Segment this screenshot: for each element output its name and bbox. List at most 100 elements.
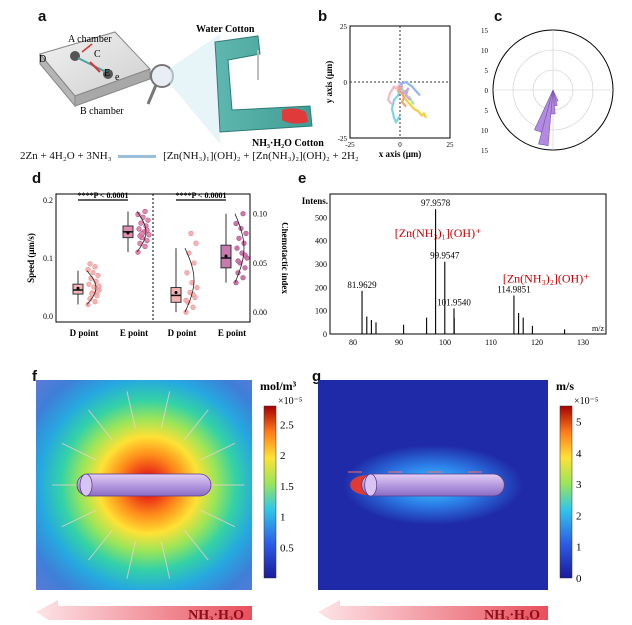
data-point	[96, 283, 102, 289]
colorbar-tick: 3	[576, 479, 582, 491]
colorbar-tick: 1	[280, 512, 286, 524]
colorbar-tick: 0	[576, 573, 582, 585]
arrow-label: NH₃·H₂O	[484, 608, 540, 620]
x-tick-label: 90	[395, 338, 403, 347]
data-point	[184, 270, 190, 276]
data-point	[193, 240, 199, 246]
streamline	[160, 391, 171, 429]
streamline	[184, 409, 209, 440]
sig-label-1: ****P < 0.0001	[77, 191, 128, 200]
data-point	[240, 211, 246, 217]
mean-3	[174, 290, 178, 294]
trajectory-6	[396, 86, 407, 108]
y-tick-label: 25	[340, 23, 348, 31]
y-tick-label: 300	[315, 260, 327, 269]
polar-bar-5	[552, 89, 559, 103]
data-point	[240, 275, 246, 281]
data-point	[235, 258, 241, 264]
chart-b-trajectories: -25 0 25 25 0 -25 x axis (μm) y axis (μm)	[324, 23, 454, 159]
tube-opening	[364, 473, 378, 497]
data-point	[233, 220, 239, 227]
equation-arrow-icon	[118, 154, 157, 158]
tube-opening	[79, 473, 93, 497]
x-tick-label: 0	[398, 141, 402, 149]
chart-d-speed: ****P < 0.0001 ****P < 0.0001 0.0 0.1 0.2 0.0…	[26, 191, 288, 338]
mean-4	[224, 254, 228, 258]
data-point	[146, 232, 152, 238]
streamline	[126, 541, 136, 579]
panel-label-a: a	[38, 8, 47, 25]
streamline	[61, 509, 97, 528]
x-category-label: D point	[168, 328, 197, 338]
peak-label: 101.9540	[437, 297, 471, 307]
chart-f-concentration: 2.5 2 1.5 1 0.5 mol/m³ ×10⁻⁵ NH₃·H₂O	[36, 379, 302, 620]
streamline	[88, 530, 113, 561]
r-tick-label: 5	[485, 107, 489, 115]
data-point	[183, 297, 189, 303]
data-point	[85, 301, 91, 308]
y-tick-label: 400	[315, 237, 327, 246]
y-tick-label: 200	[315, 283, 327, 292]
x-category-label: D point	[70, 328, 99, 338]
peak-label: 81.9629	[347, 280, 377, 290]
colorbar-tick: 2	[280, 450, 286, 462]
x-tick-label: 110	[485, 338, 497, 347]
chart-g-velocity: 5 4 3 2 1 0 m/s×10⁻⁵ NH₃·H₂O	[318, 379, 598, 620]
colorbar-tick: 1.5	[280, 481, 294, 493]
streamline	[184, 530, 209, 561]
magnifier-icon	[146, 64, 174, 105]
y-tick-label: 0	[344, 79, 348, 87]
data-point	[92, 264, 98, 270]
panel-label-e: e	[298, 170, 307, 187]
data-point	[234, 245, 240, 251]
polar-bar-3	[550, 89, 556, 115]
panel-a-schematic: A chamber B chamber C D E e Water Cotton…	[39, 24, 324, 149]
colorbar-tick: 5	[576, 417, 582, 429]
data-point	[86, 281, 92, 287]
y-tick-label: 0.2	[43, 196, 53, 205]
chart-e-ms: 81.9629 97.9578 99.9547 101.9540 114.9851 80 9…	[302, 193, 607, 347]
chamber-device	[39, 31, 151, 108]
r-tick-label: 10	[481, 127, 489, 135]
mean-2	[126, 231, 130, 235]
x-tick-label: -25	[345, 141, 355, 149]
y-axis-label: Intens.	[302, 196, 328, 206]
equation-left: 2Zn + 4H₂O + 3NH₃	[20, 150, 112, 162]
x-tick-label: 80	[349, 338, 357, 347]
concentration-arrow	[36, 600, 252, 620]
r-tick-label: 10	[481, 47, 489, 55]
panel-label-g: g	[312, 368, 322, 385]
chart-c-polar: 15105051015Count (%)	[481, 27, 614, 155]
violin-4	[234, 213, 245, 283]
peak-label: 99.9547	[430, 251, 460, 261]
data-point	[135, 249, 141, 255]
colorbar-tick: 1	[576, 542, 582, 554]
x-axis-label: m/z	[592, 324, 604, 333]
data-point	[142, 208, 148, 215]
data-point	[242, 265, 248, 271]
zoom-cone	[170, 34, 220, 144]
colorbar-tick: 4	[576, 448, 582, 460]
trajectory-2	[390, 88, 402, 124]
right-tick-label: 0.00	[253, 308, 267, 317]
violin-3	[184, 247, 195, 313]
equation-right: [Zn(NH₃)₁](OH)₂ + [Zn(NH₃)₂](OH)₂ + 2H₂	[163, 150, 359, 162]
data-point	[90, 269, 96, 276]
colorbar	[263, 405, 277, 579]
annotation-2: [Zn(NH₃)₂](OH)⁺	[503, 272, 590, 286]
label-nh3-cotton: NH₃·H₂O Cotton	[252, 138, 324, 149]
y-tick-label: 0.0	[43, 312, 53, 321]
data-point	[142, 243, 148, 249]
streamline	[126, 391, 136, 429]
right-tick-label: 0.05	[253, 259, 267, 268]
micromotor-tube	[361, 473, 505, 497]
label-point-d: D	[39, 54, 46, 65]
data-point	[236, 235, 242, 241]
plot-frame	[329, 193, 607, 335]
streamline	[61, 442, 97, 461]
y-tick-label: 0	[323, 330, 327, 339]
data-point	[85, 267, 91, 273]
concentration-arrow	[318, 600, 548, 620]
streamline	[200, 442, 236, 461]
peak-label: 114.9851	[497, 285, 530, 295]
